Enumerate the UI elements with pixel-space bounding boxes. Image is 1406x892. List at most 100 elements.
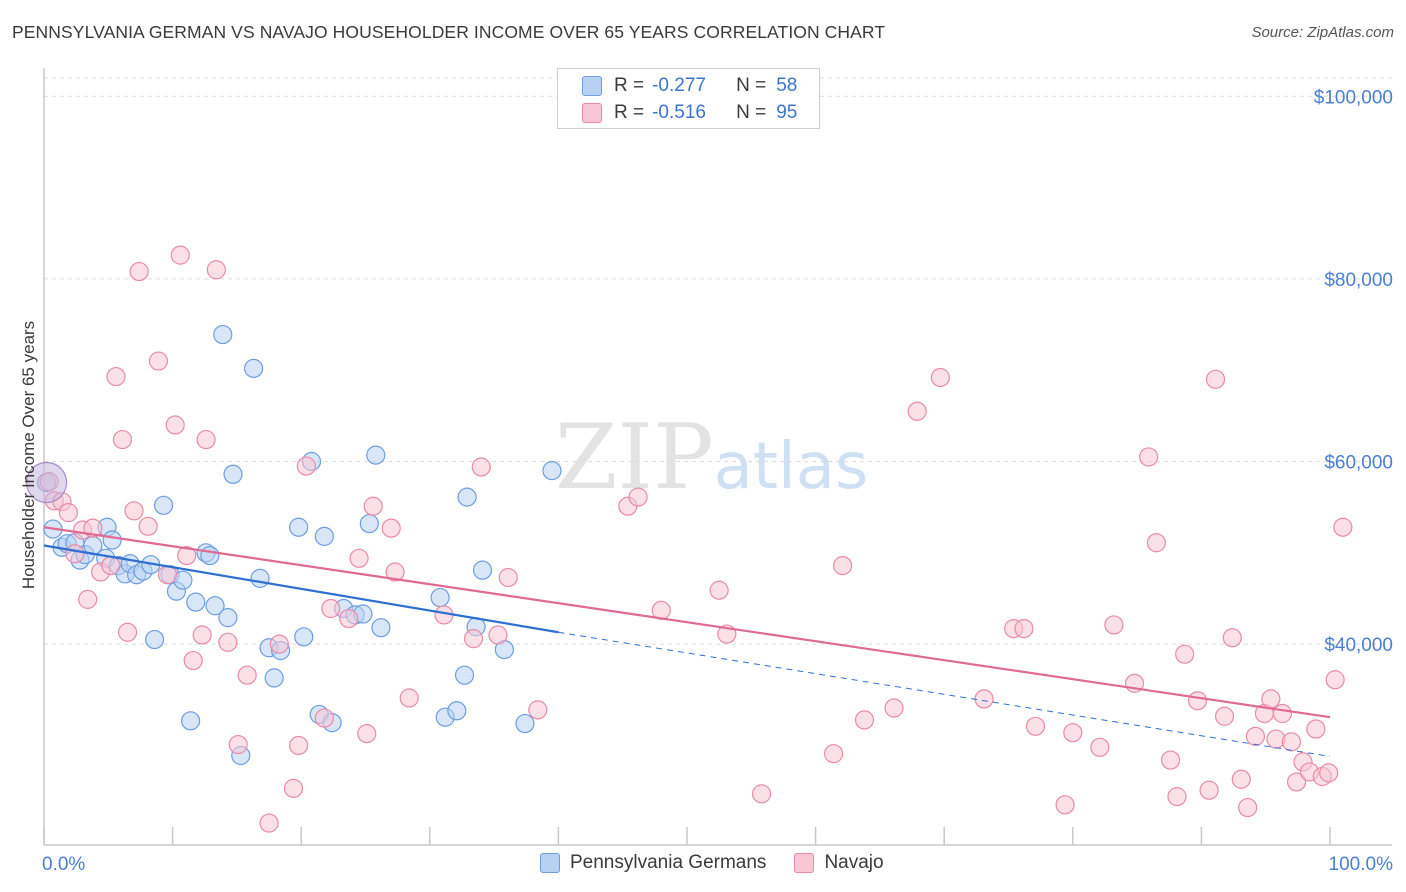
data-point — [1231, 769, 1251, 789]
data-point — [542, 461, 562, 481]
data-point — [314, 708, 334, 728]
legend-n-value: 58 — [776, 75, 798, 96]
x-tick-label-end: 100.0% — [1329, 854, 1394, 875]
data-point — [1286, 772, 1307, 792]
data-point — [102, 530, 122, 550]
data-point — [101, 555, 121, 576]
data-point — [1139, 447, 1159, 467]
data-point — [1187, 691, 1208, 711]
legend-item-navajo[interactable]: Navajo — [794, 852, 884, 874]
trend-line-pennsylvania-germans — [43, 544, 559, 634]
legend-item-pennsylvania-germans[interactable]: Pennsylvania Germans — [540, 852, 766, 874]
x-tick-label-start: 0.0% — [42, 854, 85, 875]
y-tick-label: $100,000 — [1314, 87, 1393, 108]
data-point — [223, 464, 243, 484]
series-navajo — [39, 245, 1353, 833]
legend-r-value: -0.277 — [652, 75, 706, 96]
data-point — [1014, 618, 1034, 639]
data-point — [1306, 719, 1326, 739]
data-point — [628, 487, 648, 507]
gridlines — [44, 77, 1392, 645]
data-point — [58, 503, 79, 523]
data-point — [1160, 750, 1181, 770]
legend-swatch-blue — [540, 853, 560, 873]
data-point — [1063, 723, 1083, 743]
data-point — [339, 608, 359, 629]
data-point — [259, 813, 279, 833]
legend-label: Pennsylvania Germans — [570, 852, 767, 873]
data-point — [1272, 703, 1293, 724]
data-point — [250, 568, 270, 588]
legend-r-label: R = — [614, 102, 645, 123]
data-point — [183, 650, 203, 671]
data-point — [709, 580, 729, 600]
legend-row-pennsylvania-germans: R = -0.277 N = 58 — [582, 73, 797, 99]
legend-r-label: R = — [614, 75, 645, 96]
data-point — [349, 548, 369, 568]
legend-n-value: 95 — [776, 102, 798, 123]
data-point — [206, 260, 226, 280]
legend-row-navajo: R = -0.516 N = 95 — [582, 100, 797, 126]
data-point — [192, 625, 212, 645]
data-point — [196, 429, 216, 450]
data-point — [1146, 533, 1166, 553]
data-point — [181, 711, 201, 731]
data-point — [359, 513, 379, 534]
legend-label: Navajo — [824, 852, 884, 873]
chart-title: PENNSYLVANIA GERMAN VS NAVAJO HOUSEHOLDE… — [12, 22, 886, 42]
data-point — [1199, 780, 1219, 800]
data-point — [498, 567, 518, 588]
data-point — [177, 545, 197, 566]
trend-lines — [43, 526, 1331, 757]
data-point — [974, 689, 994, 709]
legend-n-label: N = — [736, 102, 767, 123]
data-point — [117, 622, 138, 642]
data-point — [385, 562, 405, 582]
data-point — [457, 487, 477, 507]
trend-line-extension — [558, 631, 1331, 757]
data-point — [854, 710, 875, 730]
data-point — [153, 495, 174, 515]
data-point — [237, 665, 257, 685]
data-point — [472, 560, 493, 580]
data-point — [1325, 670, 1345, 690]
data-point — [515, 713, 535, 734]
data-point — [78, 589, 98, 609]
data-point — [528, 700, 548, 720]
data-point — [129, 261, 149, 282]
data-point — [363, 496, 383, 516]
data-point — [1175, 644, 1195, 664]
data-point — [833, 555, 853, 576]
data-point — [1205, 369, 1226, 389]
series-legend: Pennsylvania Germans Navajo — [540, 852, 912, 874]
data-point — [148, 351, 169, 371]
data-point — [65, 544, 85, 564]
tick-labels: $40,000 $60,000 $80,000 $100,000 0.0% 100.0% — [42, 87, 1393, 875]
data-point — [399, 688, 419, 708]
data-point — [1104, 615, 1124, 635]
data-point — [264, 668, 284, 688]
data-point — [83, 518, 103, 538]
data-point — [294, 627, 314, 647]
data-point — [138, 516, 158, 536]
data-points — [25, 245, 1353, 833]
data-point — [430, 587, 450, 608]
data-point — [112, 429, 133, 450]
data-point — [1261, 689, 1281, 709]
data-point — [471, 457, 491, 477]
data-point — [1245, 726, 1266, 746]
data-point — [1025, 716, 1046, 736]
data-point — [144, 629, 165, 650]
y-axis-label: Householder Income Over 65 years — [19, 321, 38, 589]
legend-swatch-blue — [582, 76, 602, 96]
legend-swatch-pink — [794, 853, 815, 873]
data-point — [1222, 628, 1242, 648]
data-point — [1167, 787, 1187, 807]
series-pennsylvania-germans — [36, 324, 562, 766]
legend-swatch-pink — [582, 103, 602, 123]
data-point — [213, 324, 233, 345]
data-point — [205, 596, 225, 616]
data-point — [488, 625, 508, 645]
data-point — [289, 735, 309, 756]
y-tick-label: $60,000 — [1324, 453, 1393, 474]
